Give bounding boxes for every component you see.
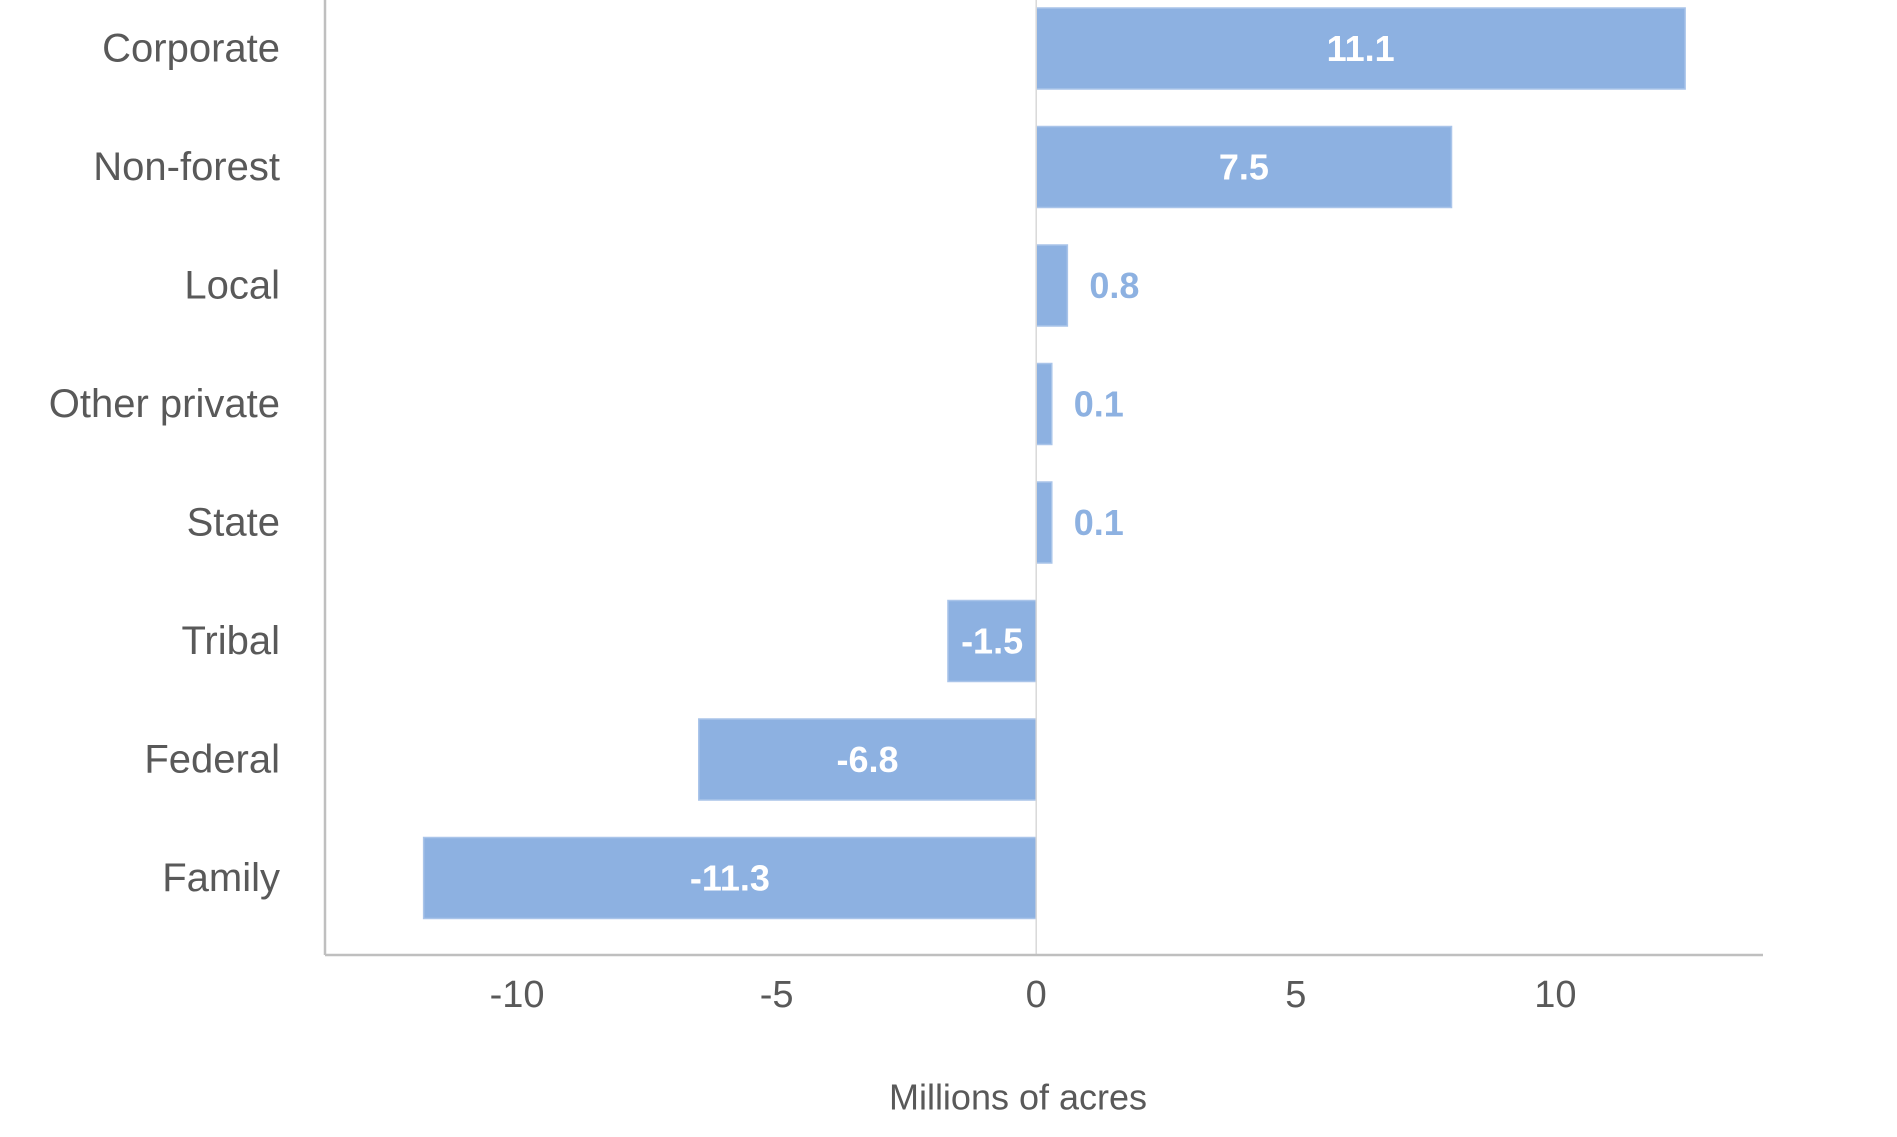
- bar-state: [1035, 481, 1053, 564]
- bars-layer: [422, 7, 1686, 920]
- category-label-family: Family: [162, 856, 280, 900]
- x-tick-label: -10: [490, 974, 545, 1016]
- category-label-other-private: Other private: [49, 382, 280, 426]
- data-label-local: 0.8: [1089, 265, 1139, 306]
- bar-family: [422, 836, 1037, 920]
- data-label-non-forest: 7.5: [1219, 147, 1269, 188]
- category-label-federal: Federal: [144, 738, 280, 782]
- category-label-corporate: Corporate: [102, 27, 280, 71]
- data-label-other-private: 0.1: [1074, 384, 1124, 425]
- x-tick-label: 10: [1534, 974, 1576, 1016]
- data-label-family: -11.3: [690, 858, 770, 899]
- category-label-state: State: [187, 501, 280, 545]
- x-tick-label: 0: [1026, 974, 1047, 1016]
- data-label-tribal: -1.5: [961, 621, 1023, 662]
- data-label-corporate: 11.1: [1327, 28, 1395, 69]
- x-tick-label: -5: [760, 974, 794, 1016]
- category-label-tribal: Tribal: [181, 619, 280, 663]
- bar-non-forest: [1035, 125, 1453, 209]
- axes-layer: [323, 0, 1763, 957]
- bar-local: [1035, 244, 1069, 327]
- data-label-federal: -6.8: [836, 739, 898, 780]
- bar-federal: [698, 718, 1037, 801]
- category-label-local: Local: [184, 264, 280, 308]
- bar-tribal: [947, 599, 1037, 683]
- bar-other-private: [1035, 362, 1053, 446]
- x-axis-title: Millions of acres: [889, 1077, 1147, 1118]
- labels-layer: Corporate 11.1 Non-forest 7.5 Local 0.8 Other …: [49, 27, 1577, 1118]
- data-label-state: 0.1: [1074, 502, 1124, 543]
- category-label-non-forest: Non-forest: [93, 145, 280, 189]
- bar-corporate: [1035, 7, 1686, 90]
- x-tick-label: 5: [1285, 974, 1306, 1016]
